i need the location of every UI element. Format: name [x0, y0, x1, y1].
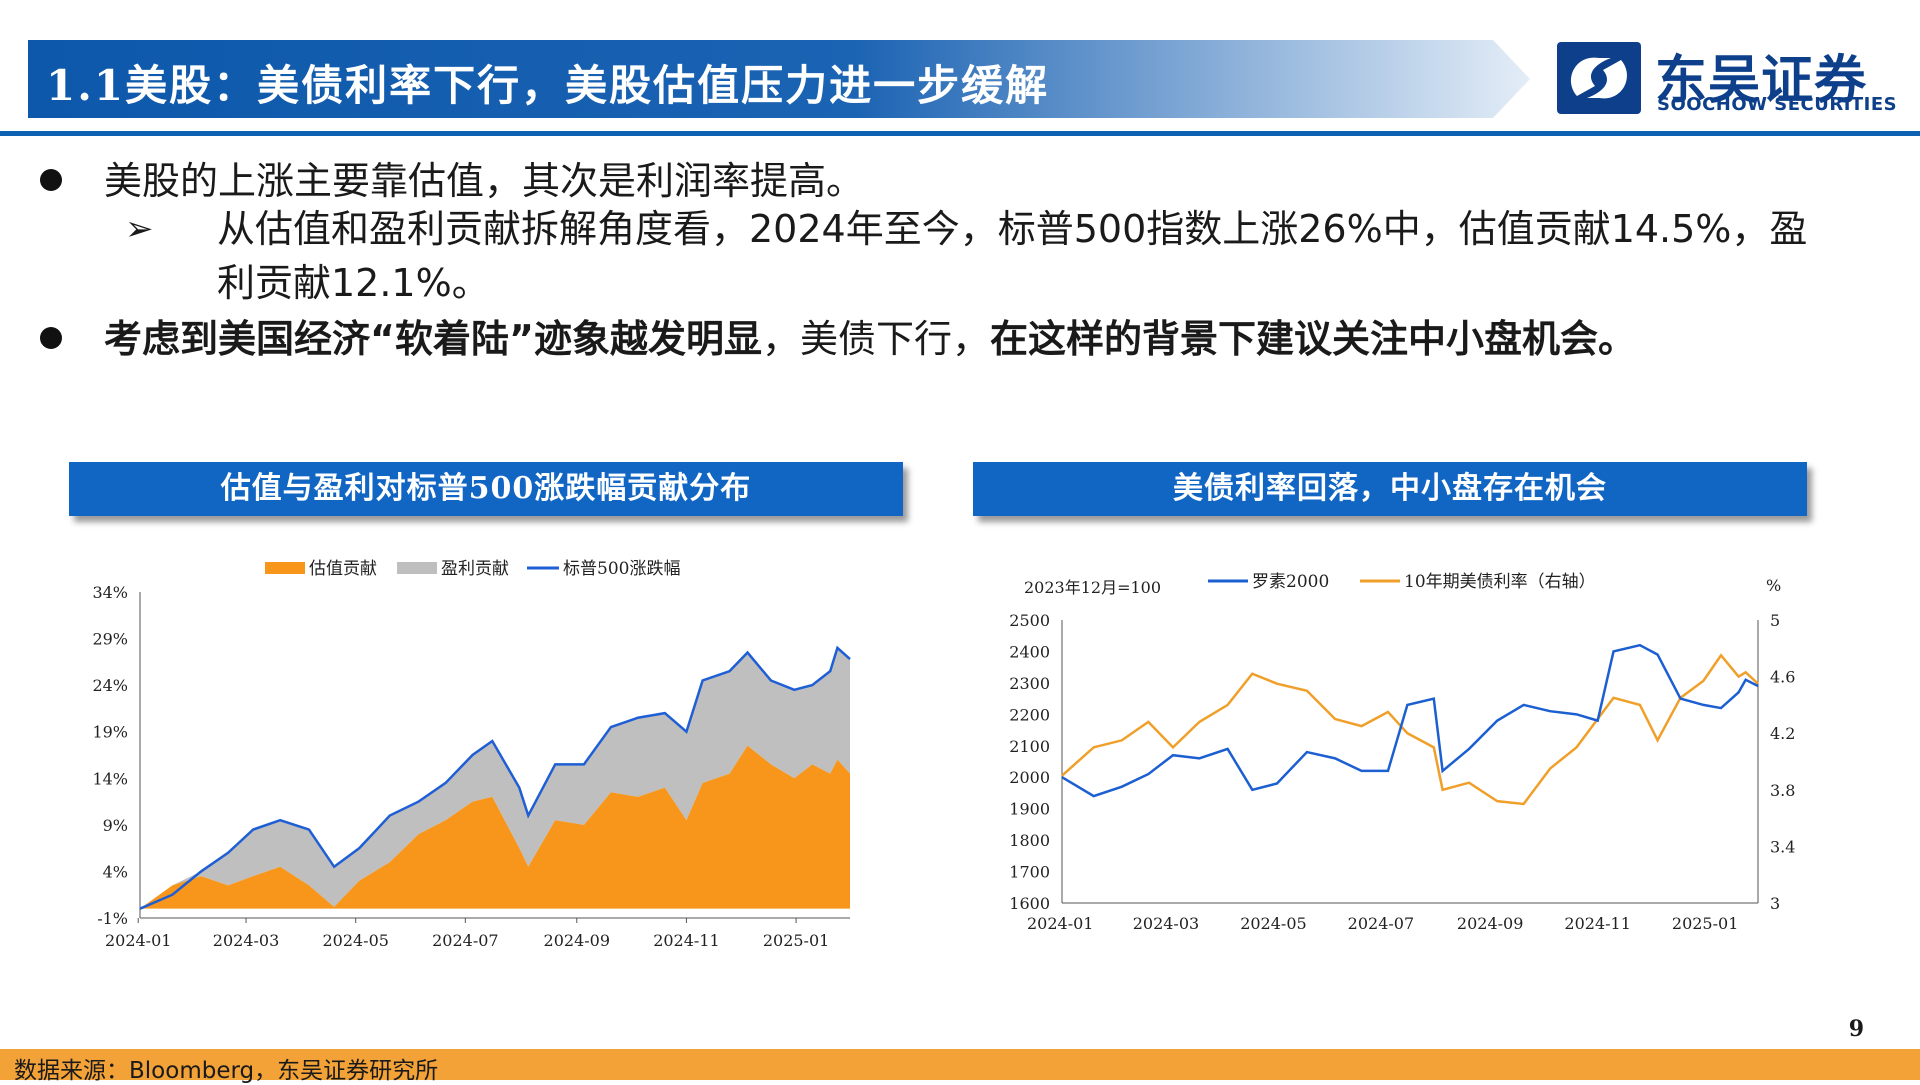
title-bar: 1.1美股：美债利率下行，美股估值压力进一步缓解 [28, 40, 1530, 118]
y-right-tick-label: 4.6 [1770, 668, 1795, 687]
legend-swatch-valuation [265, 562, 305, 574]
bullet-text: ，美债下行， [761, 317, 990, 361]
x-tick-label: 2024-05 [322, 931, 388, 950]
x-tick-label: 2024-05 [1240, 914, 1306, 933]
right-axis-unit: % [1766, 576, 1781, 595]
y-right-tick-label: 3 [1770, 894, 1780, 913]
y-tick-label: 9% [103, 816, 128, 835]
y-right-tick-label: 4.2 [1770, 724, 1795, 743]
y-tick-label: 14% [92, 769, 128, 788]
x-tick-label: 2025-01 [763, 931, 829, 950]
page-number: 9 [1848, 1016, 1864, 1042]
x-tick-label: 2024-09 [544, 931, 610, 950]
company-logo: 东吴证券 SOOCHOW SECURITIES [1555, 38, 1898, 118]
y-left-tick-label: 1800 [1009, 831, 1050, 850]
y-tick-label: 4% [103, 862, 128, 881]
y-tick-label: 24% [92, 676, 128, 695]
chart1-header: 估值与盈利对标普500涨跌幅贡献分布 [69, 462, 903, 516]
y-left-tick-label: 1600 [1009, 894, 1050, 913]
legend-label: 标普500涨跌幅 [563, 559, 680, 579]
bullet-dot-icon [40, 326, 62, 349]
bullet-text-bold: 考虑到美国经济“软着陆”迹象越发明显 [104, 317, 762, 361]
logo-text-cn: 东吴证券 [1655, 51, 1868, 111]
sub-bullet-text: 从估值和盈利贡献拆解角度看，2024年至今，标普500指数上涨26%中，估值贡献… [217, 207, 1808, 305]
y-left-tick-label: 2300 [1009, 674, 1050, 693]
legend-label: 估值贡献 [309, 559, 377, 579]
bullet-item: 考虑到美国经济“软着陆”迹象越发明显，美债下行，在这样的背景下建议关注中小盘机会… [40, 308, 1636, 363]
title-divider [0, 131, 1920, 136]
y-tick-label: 34% [92, 583, 128, 602]
x-tick-label: 2024-03 [1133, 914, 1199, 933]
bullet-item: 美股的上涨主要靠估值，其次是利润率提高。 [40, 150, 864, 205]
soochow-logo-icon [1557, 42, 1641, 114]
bullet-text: 美股的上涨主要靠估值，其次是利润率提高。 [104, 159, 865, 203]
x-tick-label: 2025-01 [1672, 914, 1738, 933]
page-title: 1.1美股：美债利率下行，美股估值压力进一步缓解 [46, 61, 1050, 110]
y-left-tick-label: 2100 [1009, 737, 1050, 756]
y-tick-label: 19% [92, 723, 128, 742]
y-tick-label: 29% [92, 630, 128, 649]
russell-line [1061, 643, 1759, 798]
y-right-tick-label: 5 [1770, 611, 1780, 630]
bullet-text-bold: 在这样的背景下建议关注中小盘机会。 [989, 317, 1636, 361]
x-tick-label: 2024-07 [1348, 914, 1414, 933]
treasury-line [1061, 653, 1759, 806]
x-tick-label: 2024-01 [1027, 914, 1093, 933]
x-tick-label: 2024-03 [213, 931, 279, 950]
footer-bar: 数据来源：Bloomberg，东吴证券研究所 [0, 1049, 1920, 1084]
sub-bullet-item: ➢ 从估值和盈利贡献拆解角度看，2024年至今，标普500指数上涨26%中，估值… [125, 202, 1845, 310]
chart1-contribution: 34% 29% 24% 19% 14% 9% 4% -1% 2024-01 2024-03 2024… [92, 559, 851, 950]
logo-text-en: SOOCHOW SECURITIES [1657, 94, 1898, 115]
chart2-russell-treasury: 2023年12月=100 % 2500 2400 2300 2200 2100 2000 190… [1009, 572, 1795, 933]
title-banner-shape [28, 40, 1530, 118]
valuation-area [140, 745, 850, 909]
legend-swatch-earnings [397, 562, 437, 574]
arrow-bullet-icon: ➢ [125, 209, 154, 249]
x-tick-label: 2024-11 [1564, 914, 1630, 933]
sp500-line [139, 645, 851, 910]
y-left-tick-label: 2500 [1009, 611, 1050, 630]
y-right-tick-label: 3.4 [1770, 837, 1795, 856]
y-left-tick-label: 1900 [1009, 800, 1050, 819]
y-left-tick-label: 1700 [1009, 863, 1050, 882]
index-note: 2023年12月=100 [1024, 578, 1161, 597]
bullet-dot-icon [40, 168, 62, 191]
x-tick-label: 2024-07 [432, 931, 498, 950]
y-right-tick-label: 3.8 [1770, 781, 1795, 800]
y-left-tick-label: 2200 [1009, 705, 1050, 724]
chart2-header: 美债利率回落，中小盘存在机会 [973, 462, 1807, 516]
y-left-tick-label: 2000 [1009, 768, 1050, 787]
x-tick-label: 2024-01 [105, 931, 171, 950]
y-tick-label: -1% [97, 909, 128, 928]
y-left-tick-label: 2400 [1009, 642, 1050, 661]
x-tick-label: 2024-11 [653, 931, 719, 950]
x-tick-label: 2024-09 [1457, 914, 1523, 933]
legend-label: 罗素2000 [1252, 572, 1329, 592]
legend-label: 盈利贡献 [441, 559, 509, 579]
legend-label: 10年期美债利率（右轴） [1404, 572, 1596, 592]
